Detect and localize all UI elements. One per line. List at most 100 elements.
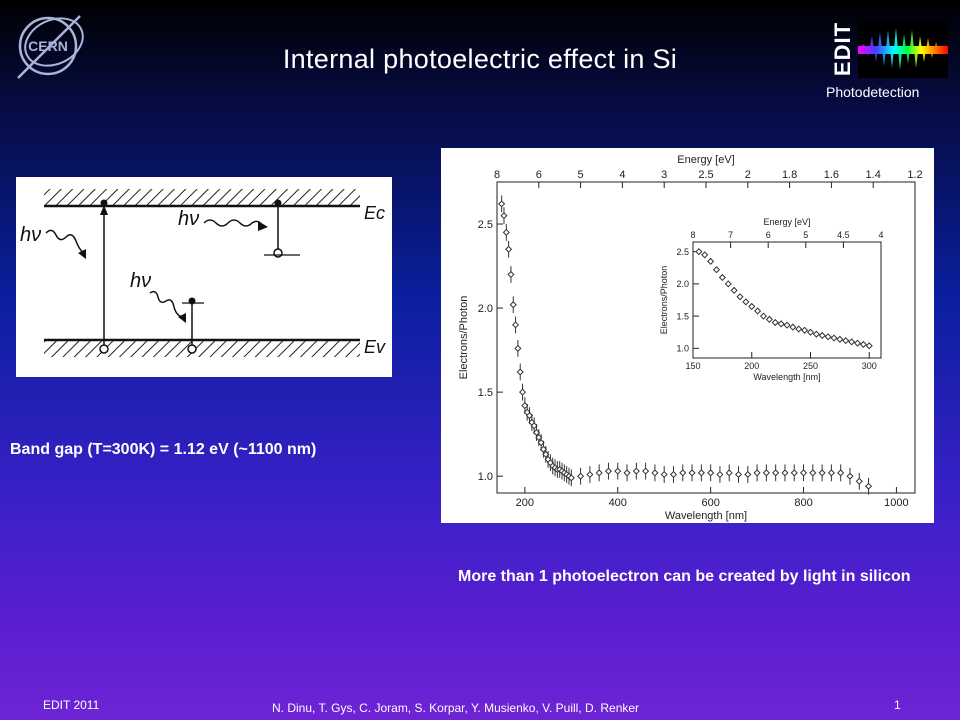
- main-plot-data-point: [725, 469, 733, 477]
- photon-label-3: hν: [130, 270, 151, 292]
- inset-plot-ytick-label: 1.0: [676, 343, 689, 353]
- main-plot-data-point: [865, 482, 873, 490]
- main-plot-top-tick-label: 6: [536, 169, 542, 181]
- inset-plot-top-tick-label: 7: [728, 230, 733, 240]
- inset-plot-top-axis-label: Energy [eV]: [763, 217, 810, 227]
- main-plot-top-tick-label: 2: [745, 169, 751, 181]
- main-plot-ytick-label: 1.5: [478, 387, 493, 399]
- main-plot-data-point: [567, 474, 575, 482]
- inset-plot-data-point: [795, 325, 803, 333]
- main-plot-ytick-label: 2.5: [478, 219, 493, 231]
- inset-plot-data-point: [789, 323, 797, 331]
- main-plot-data-point: [623, 469, 631, 477]
- main-plot-data-point: [855, 477, 863, 485]
- inset-plot-xtick-label: 300: [862, 361, 877, 371]
- ev-label: Ev: [364, 337, 386, 357]
- main-plot-data-point: [679, 469, 687, 477]
- inset-plot-top-tick-label: 5: [803, 230, 808, 240]
- main-plot-data-point: [525, 412, 534, 420]
- inset-plot-data-point: [695, 248, 703, 256]
- main-plot-data-point: [498, 200, 506, 208]
- inset-plot-data-point: [824, 333, 832, 341]
- inset-plot-data-point: [742, 298, 750, 306]
- inset-plot-data-point: [783, 321, 791, 329]
- inset-plot-data-point: [748, 302, 756, 310]
- inset-plot-data-point: [701, 251, 709, 259]
- inset-plot-data-point: [736, 293, 744, 301]
- inset-plot-data-point: [842, 337, 850, 345]
- main-plot-top-tick-label: 1.6: [824, 169, 839, 181]
- main-plot-data-point: [539, 445, 547, 453]
- main-plot-xtick-label: 800: [794, 497, 812, 509]
- inset-plot-data-point: [818, 331, 826, 339]
- inset-plot-data-point: [806, 328, 815, 336]
- inset-plot-data-point: [777, 320, 785, 328]
- inset-plot-data-point: [765, 315, 773, 323]
- inset-plot-xlabel: Wavelength [nm]: [753, 372, 820, 382]
- main-plot-data-point: [509, 301, 517, 309]
- inset-plot-ytick-label: 1.5: [676, 311, 689, 321]
- ec-label: Ec: [364, 203, 385, 223]
- main-plot-data-point: [595, 469, 603, 477]
- inset-plot-data-point: [865, 342, 873, 350]
- main-plot-data-point: [512, 321, 520, 329]
- slide-title: Internal photoelectric effect in Si: [282, 44, 678, 74]
- inset-plot-data-point: [836, 335, 844, 343]
- band-gap-text: Band gap (T=300K) = 1.12 eV (~1100 nm): [10, 441, 317, 458]
- main-plot-data-point: [846, 472, 854, 480]
- main-plot-data-point: [632, 467, 640, 475]
- main-plot-data-point: [707, 469, 715, 477]
- main-plot-data-point: [688, 469, 696, 477]
- inset-plot-ytick-label: 2.5: [676, 247, 689, 257]
- main-plot-xtick-label: 200: [516, 497, 534, 509]
- main-plot-data-point: [827, 469, 835, 477]
- inset-plot-data-point: [730, 286, 738, 294]
- main-plot-data-point: [790, 469, 798, 477]
- edit-logo-text: EDIT: [830, 21, 856, 77]
- inset-plot-top-tick-label: 4.5: [837, 230, 850, 240]
- main-plot-data-point: [651, 469, 659, 477]
- main-plot-data-point: [502, 228, 510, 236]
- inset-plot-data-point: [801, 326, 809, 334]
- main-plot-data-point: [697, 469, 705, 477]
- main-plot-ytick-label: 1.0: [478, 471, 493, 483]
- main-plot-data-point: [577, 472, 585, 480]
- band-diagram: Ec Ev hν hν hν: [16, 177, 392, 377]
- inset-plot-data-point: [759, 312, 768, 320]
- inset-plot-frame: [692, 241, 882, 359]
- inset-plot-xtick-label: 200: [744, 361, 759, 371]
- inset-plot-data-point: [848, 338, 856, 346]
- photon-label-1: hν: [20, 224, 41, 246]
- quantum-yield-chart: 200 400 600 800 1000 1.0 1.5 2.0 2.5 8 6 5 4 3 2.5 2 1.8…: [441, 148, 934, 523]
- main-plot-data-point: [500, 212, 508, 220]
- main-plot-data-point: [762, 469, 770, 477]
- main-plot-data-point: [532, 428, 541, 437]
- main-plot-data-point: [772, 469, 780, 477]
- main-plot-data-point: [519, 388, 527, 396]
- footer-authors: N. Dinu, T. Gys, C. Joram, S. Korpar, Y.…: [272, 701, 640, 715]
- main-plot-data-point: [744, 470, 752, 479]
- main-plot-data-point: [542, 450, 550, 458]
- main-plot-data-point: [809, 469, 817, 477]
- main-plot-data-point: [837, 469, 845, 477]
- cern-logo: CERN: [8, 6, 90, 86]
- inset-plot-top-tick-label: 4: [878, 230, 883, 240]
- main-plot-data-point: [642, 467, 650, 475]
- inset-plot-data-point: [771, 319, 779, 327]
- main-plot-data-point: [514, 344, 522, 352]
- valence-band-hatch: [44, 341, 360, 357]
- inset-plot-xtick-label: 150: [685, 361, 700, 371]
- inset-plot-data-point: [718, 273, 726, 281]
- main-plot-top-tick-label: 2.5: [698, 169, 713, 181]
- slide-number: 1: [894, 698, 901, 712]
- main-plot-xtick-label: 600: [701, 497, 719, 509]
- main-plot-data-point: [660, 470, 668, 479]
- spectrum-graphic: [858, 22, 948, 78]
- cern-logo-text: CERN: [28, 38, 68, 54]
- main-plot-xtick-label: 1000: [884, 497, 908, 509]
- main-plot-top-tick-label: 4: [619, 169, 625, 181]
- inset-plot-top-tick-label: 8: [690, 230, 695, 240]
- inset-plot-data-point: [712, 266, 721, 274]
- main-plot-top-tick-label: 5: [578, 169, 584, 181]
- chart-caption: More than 1 photoelectron can be created…: [458, 568, 911, 585]
